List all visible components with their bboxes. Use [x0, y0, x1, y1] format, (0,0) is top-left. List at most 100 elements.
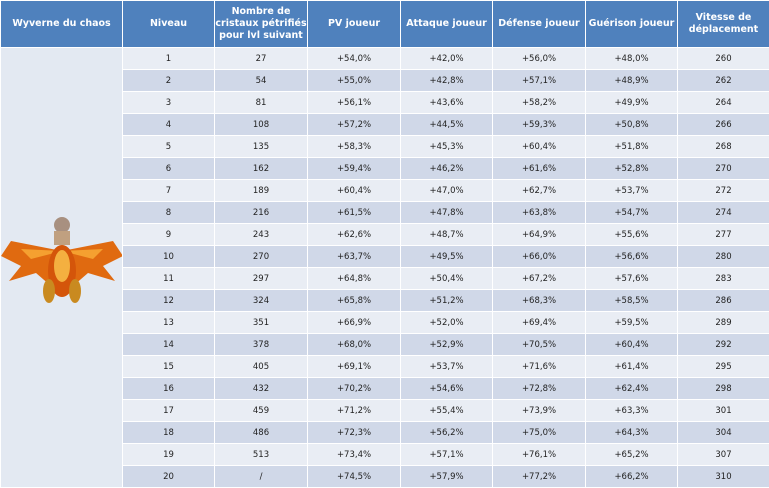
data-cell: 270: [677, 157, 769, 180]
data-cell: 301: [677, 399, 769, 422]
data-cell: +48,0%: [585, 47, 678, 70]
data-cell: 12: [122, 289, 215, 312]
data-cell: +69,4%: [492, 311, 586, 334]
data-cell: +65,2%: [585, 443, 678, 466]
wyvern-image: [1, 217, 122, 303]
data-cell: 286: [677, 289, 769, 312]
data-cell: 243: [214, 223, 308, 246]
data-cell: +52,8%: [585, 157, 678, 180]
header-cell: Vitesse de déplacement: [677, 0, 769, 48]
data-cell: +57,2%: [307, 113, 401, 136]
data-cell: +64,8%: [307, 267, 401, 290]
data-cell: 18: [122, 421, 215, 444]
data-cell: +63,3%: [585, 399, 678, 422]
data-cell: 264: [677, 91, 769, 114]
data-row: 10 270 +63,7% +49,5% +66,0% +56,6% 280: [1, 245, 769, 268]
data-cell: +70,2%: [307, 377, 401, 400]
data-cell: 270: [214, 245, 308, 268]
data-cell: 266: [677, 113, 769, 136]
data-cell: 324: [214, 289, 308, 312]
data-cell: +50,8%: [585, 113, 678, 136]
data-cell: +58,2%: [492, 91, 586, 114]
data-cell: +54,0%: [307, 47, 401, 70]
data-cell: +48,9%: [585, 69, 678, 92]
header-cell: Attaque joueur: [400, 0, 493, 48]
data-row: 18 486 +72,3% +56,2% +75,0% +64,3% 304: [1, 421, 769, 444]
data-cell: 513: [214, 443, 308, 466]
data-cell: 283: [677, 267, 769, 290]
data-row: 6 162 +59,4% +46,2% +61,6% +52,8% 270: [1, 157, 769, 180]
data-cell: +71,2%: [307, 399, 401, 422]
data-cell: 14: [122, 333, 215, 356]
data-cell: +57,9%: [400, 465, 493, 488]
data-cell: 11: [122, 267, 215, 290]
data-cell: 7: [122, 179, 215, 202]
data-cell: +53,7%: [585, 179, 678, 202]
data-cell: 405: [214, 355, 308, 378]
data-cell: +55,6%: [585, 223, 678, 246]
data-cell: 280: [677, 245, 769, 268]
data-cell: +61,6%: [492, 157, 586, 180]
data-row: 12 324 +65,8% +51,2% +68,3% +58,5% 286: [1, 289, 769, 312]
data-cell: 189: [214, 179, 308, 202]
data-cell: +55,4%: [400, 399, 493, 422]
header-cell: PV joueur: [307, 0, 401, 48]
data-cell: 268: [677, 135, 769, 158]
data-cell: +59,4%: [307, 157, 401, 180]
data-cell: +77,2%: [492, 465, 586, 488]
data-cell: +69,1%: [307, 355, 401, 378]
data-cell: +64,9%: [492, 223, 586, 246]
data-cell: 4: [122, 113, 215, 136]
data-cell: +51,2%: [400, 289, 493, 312]
data-cell: 307: [677, 443, 769, 466]
data-cell: 292: [677, 333, 769, 356]
data-cell: +57,1%: [492, 69, 586, 92]
data-cell: +59,5%: [585, 311, 678, 334]
data-cell: 459: [214, 399, 308, 422]
data-cell: 274: [677, 201, 769, 224]
data-cell: +72,3%: [307, 421, 401, 444]
data-cell: +57,6%: [585, 267, 678, 290]
header-row: Wyverne du chaos Niveau Nombre de cristaux…: [0, 0, 769, 48]
data-cell: +42,8%: [400, 69, 493, 92]
data-cell: +66,2%: [585, 465, 678, 488]
data-cell: 6: [122, 157, 215, 180]
data-row: 7 189 +60,4% +47,0% +62,7% +53,7% 272: [1, 179, 769, 202]
data-cell: 81: [214, 91, 308, 114]
data-cell: +61,5%: [307, 201, 401, 224]
data-cell: +75,0%: [492, 421, 586, 444]
data-cell: 162: [214, 157, 308, 180]
data-row: 13 351 +66,9% +52,0% +69,4% +59,5% 289: [1, 311, 769, 334]
data-row: 9 243 +62,6% +48,7% +64,9% +55,6% 277: [1, 223, 769, 246]
data-cell: +51,8%: [585, 135, 678, 158]
data-cell: 27: [214, 47, 308, 70]
data-cell: +56,1%: [307, 91, 401, 114]
data-cell: 2: [122, 69, 215, 92]
data-cell: +66,9%: [307, 311, 401, 334]
data-cell: 486: [214, 421, 308, 444]
data-cell: +73,9%: [492, 399, 586, 422]
data-row: 1 27 +54,0% +42,0% +56,0% +48,0% 260: [0, 47, 769, 488]
data-cell: 298: [677, 377, 769, 400]
data-cell: +63,8%: [492, 201, 586, 224]
data-cell: +72,8%: [492, 377, 586, 400]
data-cell: +62,6%: [307, 223, 401, 246]
data-cell: 260: [677, 47, 769, 70]
data-cell: +74,5%: [307, 465, 401, 488]
data-row: 8 216 +61,5% +47,8% +63,8% +54,7% 274: [1, 201, 769, 224]
data-cell: +76,1%: [492, 443, 586, 466]
header-cell: Nombre de cristaux pétrifiés pour lvl su…: [214, 0, 308, 48]
data-cell: 19: [122, 443, 215, 466]
data-cell: 3: [122, 91, 215, 114]
data-cell: +67,2%: [492, 267, 586, 290]
data-cell: +58,5%: [585, 289, 678, 312]
data-cell: +47,0%: [400, 179, 493, 202]
header-cell: Wyverne du chaos: [0, 0, 123, 48]
data-cell: 304: [677, 421, 769, 444]
data-cell: +73,4%: [307, 443, 401, 466]
data-cell: 1: [122, 47, 215, 70]
data-cell: 108: [214, 113, 308, 136]
data-cell: +52,9%: [400, 333, 493, 356]
data-cell: 8: [122, 201, 215, 224]
